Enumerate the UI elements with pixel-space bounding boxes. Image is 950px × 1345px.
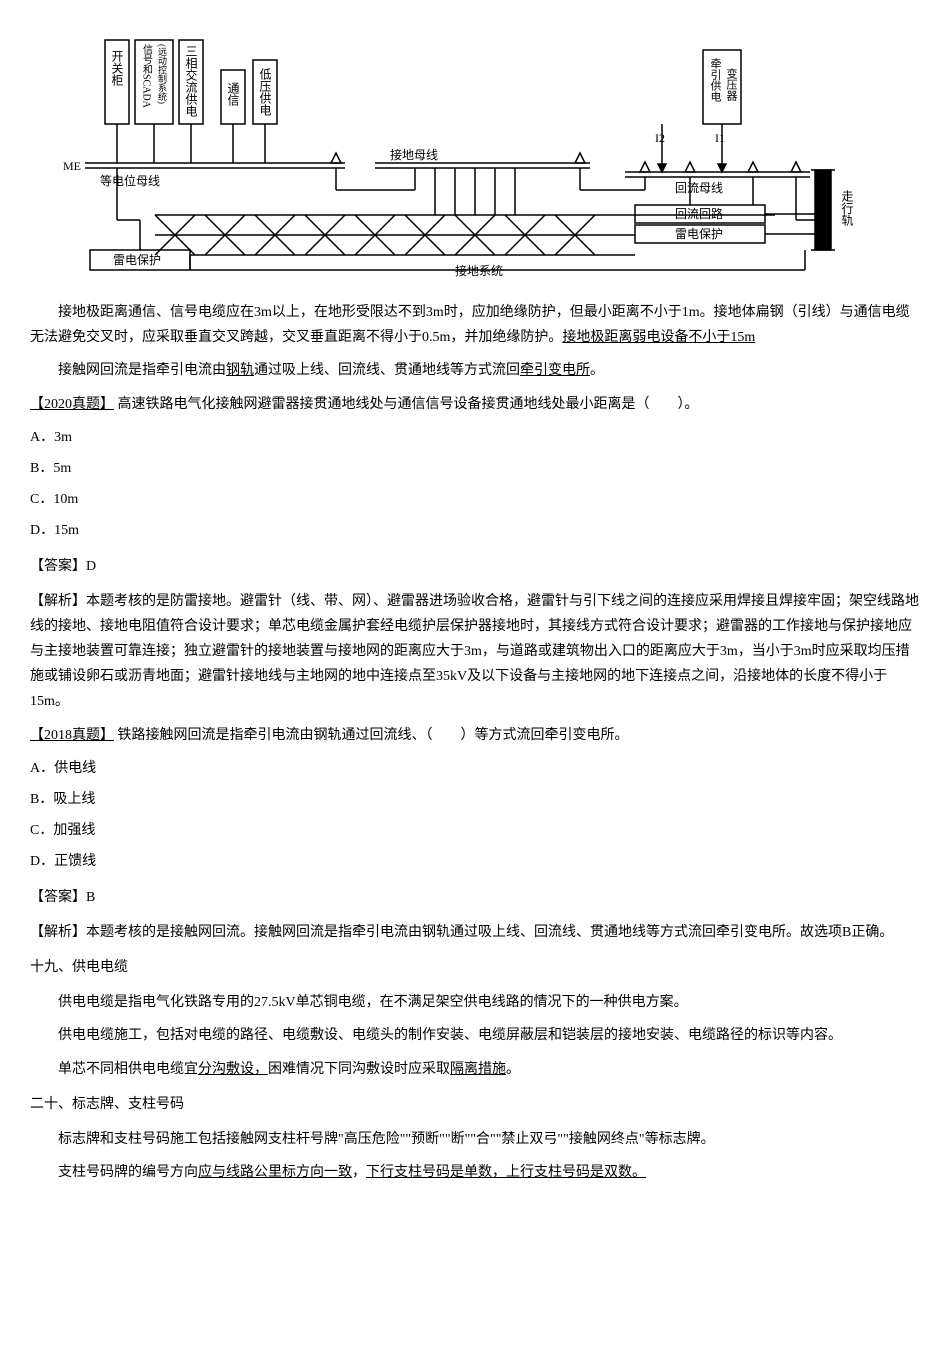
sec19-p3: 单芯不同相供电电缆宜分沟敷设，困难情况下同沟敷设时应采取隔离措施。 bbox=[30, 1057, 920, 1082]
q2-option-a: A．供电线 bbox=[30, 756, 920, 781]
box2-label-b: (远动控制系统) bbox=[157, 44, 167, 104]
sec19-p3-b: 困难情况下同沟敷设时应采取 bbox=[268, 1062, 450, 1077]
q2-stem: 铁路接触网回流是指牵引电流由钢轨通过回流线、（ ）等方式流回牵引变电所。 bbox=[118, 728, 629, 743]
sec20-p2-b: ， bbox=[352, 1165, 366, 1180]
sec20-p1: 标志牌和支柱号码施工包括接触网支柱杆号牌"高压危险""预断""断""合""禁止双… bbox=[30, 1127, 920, 1152]
q2-option-d: D．正馈线 bbox=[30, 849, 920, 874]
q1-answer: 【答案】D bbox=[30, 554, 920, 579]
sec20-p2: 支柱号码牌的编号方向应与线路公里标方向一致，下行支柱号码是单数，上行支柱号码是双… bbox=[30, 1160, 920, 1185]
bus-mid-label: 接地母线 bbox=[390, 147, 438, 162]
sec20-p2-a: 支柱号码牌的编号方向 bbox=[58, 1165, 198, 1180]
q1-option-a: A．3m bbox=[30, 425, 920, 450]
q2-answer: 【答案】B bbox=[30, 885, 920, 910]
sec19-p3-c: 。 bbox=[506, 1062, 520, 1077]
sec19-p3-u2: 隔离措施 bbox=[450, 1062, 506, 1077]
box2-label-a: 信号和SCADA bbox=[141, 44, 153, 109]
q2-tag: 【2018真题】 bbox=[30, 728, 114, 743]
para2-b: 通过吸上线、回流线、贯通地线等方式流回 bbox=[254, 363, 520, 378]
rail-label: 走行轨 bbox=[840, 190, 854, 227]
grounding-diagram: 开关柜 信号和SCADA (远动控制系统) 三相交流供电 通信 低压供电 牵引供… bbox=[35, 20, 915, 285]
i1-label: I1 bbox=[715, 131, 725, 145]
box3-label: 三相交流供电 bbox=[184, 45, 198, 117]
sec19-p1: 供电电缆是指电气化铁路专用的27.5kV单芯铜电缆，在不满足架空供电线路的情况下… bbox=[30, 990, 920, 1015]
bus-right-label: 回流母线 bbox=[675, 181, 723, 195]
q2-option-b: B．吸上线 bbox=[30, 787, 920, 812]
box6-label-a: 牵引供电 bbox=[709, 58, 722, 102]
huiliu-label: 回流回路 bbox=[675, 206, 723, 221]
box1-label: 开关柜 bbox=[110, 50, 124, 86]
sec20-p2-u1: 应与线路公里标方向一致 bbox=[198, 1165, 352, 1180]
para2-a: 接触网回流是指牵引电流由 bbox=[58, 363, 226, 378]
leidian-l-label: 雷电保护 bbox=[113, 253, 161, 267]
para2-u2: 牵引变电所 bbox=[520, 363, 590, 378]
q1-option-b: B．5m bbox=[30, 456, 920, 481]
para-grounding-distance: 接地极距离通信、信号电缆应在3m以上，在地形受限达不到3m时，应加绝缘防护，但最… bbox=[30, 300, 920, 350]
sec20-title: 二十、标志牌、支柱号码 bbox=[30, 1092, 920, 1117]
sec19-p3-a: 单芯不同相供电电缆宜 bbox=[58, 1062, 198, 1077]
sec19-p3-u1: 分沟敷设， bbox=[198, 1062, 268, 1077]
para1-text-a: 接地极距离通信、信号电缆应在3m以上，在地形受限达不到3m时，应加绝缘防护，但最… bbox=[30, 305, 910, 345]
q2-stem-line: 【2018真题】 铁路接触网回流是指牵引电流由钢轨通过回流线、（ ）等方式流回牵… bbox=[30, 723, 920, 748]
q2-option-c: C．加强线 bbox=[30, 818, 920, 843]
q1-option-c: C．10m bbox=[30, 487, 920, 512]
box5-label: 低压供电 bbox=[258, 68, 272, 116]
sec20-p2-u2: 下行支柱号码是单数，上行支柱号码是双数。 bbox=[366, 1165, 646, 1180]
sec19-p2: 供电电缆施工，包括对电缆的路径、电缆敷设、电缆头的制作安装、电缆屏蔽层和铠装层的… bbox=[30, 1023, 920, 1048]
bus-left-label: 等电位母线 bbox=[100, 173, 160, 188]
q1-tag: 【2020真题】 bbox=[30, 397, 114, 412]
leidian-r-label: 雷电保护 bbox=[675, 227, 723, 241]
para2-c: 。 bbox=[590, 363, 604, 378]
q2-explain: 【解析】本题考核的是接触网回流。接触网回流是指牵引电流由钢轨通过吸上线、回流线、… bbox=[30, 920, 920, 945]
box4-label: 通信 bbox=[226, 82, 240, 107]
sec19-title: 十九、供电电缆 bbox=[30, 955, 920, 980]
para1-underline: 接地极距离弱电设备不小于15m bbox=[562, 330, 755, 345]
q1-stem: 高速铁路电气化接触网避雷器接贯通地线处与通信信号设备接贯通地线处最小距离是（ ）… bbox=[118, 397, 699, 412]
me-label: ME bbox=[63, 159, 81, 173]
q1-explain: 【解析】本题考核的是防雷接地。避雷针（线、带、网）、避雷器进场验收合格，避雷针与… bbox=[30, 589, 920, 715]
q1-option-d: D．15m bbox=[30, 518, 920, 543]
box6-label-b: 变压器 bbox=[725, 67, 738, 102]
para-return-current: 接触网回流是指牵引电流由钢轨通过吸上线、回流线、贯通地线等方式流回牵引变电所。 bbox=[30, 358, 920, 383]
para2-u1: 钢轨 bbox=[226, 363, 254, 378]
q1-stem-line: 【2020真题】 高速铁路电气化接触网避雷器接贯通地线处与通信信号设备接贯通地线… bbox=[30, 392, 920, 417]
i2-label: I2 bbox=[655, 131, 665, 145]
